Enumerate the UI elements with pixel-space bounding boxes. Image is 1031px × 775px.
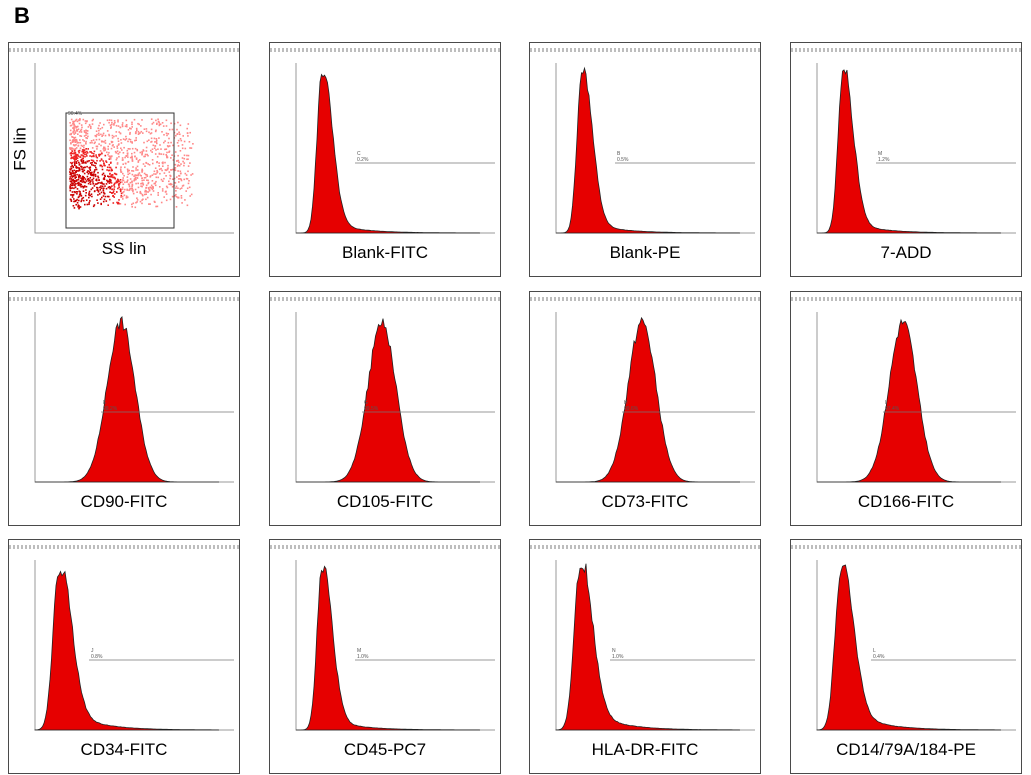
histogram-fill (816, 564, 1002, 731)
gate-marker: C (357, 151, 361, 157)
histogram-fill (817, 318, 1001, 483)
plot-area: 90.4% (34, 63, 234, 234)
gate-percent: 99.2% (103, 406, 118, 412)
histogram-fill (556, 66, 741, 234)
gate-marker: L (873, 648, 876, 654)
scatter-panel: 90.4% SS lin FS lin (8, 42, 240, 277)
histogram-panel: L 0.4% CD14/79A/184-PE (790, 539, 1022, 774)
histogram-label: Blank-PE (609, 243, 681, 262)
scatter-points (69, 118, 194, 210)
gate-percent: 1.0% (612, 654, 624, 660)
ylabel: FS lin (10, 127, 30, 171)
plot-area: J0.8% (34, 560, 234, 731)
histogram-label: HLA-DR-FITC (591, 740, 699, 759)
plot-area: E99.2% (34, 312, 234, 483)
plot-area: G99.5% (295, 312, 495, 483)
panel-header-text (9, 545, 239, 549)
gate-percent: 99.6% (624, 406, 639, 412)
scatter-axes (34, 63, 234, 234)
histogram-fill (296, 318, 480, 483)
panel-header-text (9, 48, 239, 52)
panel-header-text (530, 297, 760, 301)
plot-area: H99.6% (555, 312, 755, 483)
histogram-fill (296, 73, 481, 234)
histogram-panel: M 1.0% CD45-PC7 (269, 539, 501, 774)
panel-header-text (791, 48, 1021, 52)
histogram-panel: J 0.8% CD34-FITC (8, 539, 240, 774)
histogram-panel: C 0.2% Blank-FITC (269, 42, 501, 277)
gate-percent: 97.4% (885, 406, 900, 412)
gate-marker: B (617, 151, 621, 157)
gate-percent: 1.0% (357, 654, 369, 660)
histogram-label: CD14/79A/184-PE (836, 740, 976, 759)
histogram-panel: M 1.2% 7-ADD (790, 42, 1022, 277)
histogram-fill (296, 565, 481, 731)
histogram-label: 7-ADD (880, 243, 932, 262)
gate-rectangle (65, 112, 175, 229)
gate-percent: 99.5% (364, 406, 379, 412)
gate-percent: 1.2% (878, 157, 890, 163)
panel-letter: B (14, 3, 30, 28)
gate-percent: 0.2% (357, 157, 369, 163)
histogram-label: CD166-FITC (857, 492, 955, 511)
histogram-panel: N 1.0% HLA-DR-FITC (529, 539, 761, 774)
panel-header-text (791, 297, 1021, 301)
histogram-fill (555, 563, 741, 731)
panel-header-text (791, 545, 1021, 549)
plot-area: N1.0% (555, 560, 755, 731)
histogram-panel: I 97.4% CD166-FITC (790, 291, 1022, 526)
panel-header-text (530, 545, 760, 549)
plot-area: L0.4% (816, 560, 1016, 731)
plot-area: C0.2% (295, 63, 495, 234)
histogram-fill (35, 315, 219, 483)
gate-marker: G (364, 400, 368, 406)
gate-marker: N (612, 648, 616, 654)
histogram-fill (556, 316, 740, 483)
panel-header-text (530, 48, 760, 52)
gate-percent: 90.4% (68, 111, 83, 117)
histogram-label: CD73-FITC (601, 492, 689, 511)
histogram-panel: G 99.5% CD105-FITC (269, 291, 501, 526)
gate-percent: 0.8% (91, 654, 103, 660)
histogram-panel: B 0.5% Blank-PE (529, 42, 761, 277)
gate-marker: J (91, 648, 94, 654)
gate-marker: M (357, 648, 361, 654)
panel-header-text (270, 48, 500, 52)
histogram-label: CD45-PC7 (343, 740, 427, 759)
histogram-fill (34, 570, 220, 731)
gate-marker: E (103, 400, 107, 406)
plot-area: I97.4% (816, 312, 1016, 483)
histogram-fill (817, 69, 1002, 234)
plot-area: M1.2% (816, 63, 1016, 234)
histogram-label: CD34-FITC (80, 740, 168, 759)
gate-marker: I (885, 400, 886, 406)
histogram-label: CD90-FITC (80, 492, 168, 511)
gate-percent: 0.5% (617, 157, 629, 163)
plot-area: M1.0% (295, 560, 495, 731)
plot-area: B0.5% (555, 63, 755, 234)
histogram-panel: E 99.2% CD90-FITC (8, 291, 240, 526)
panel-header-text (270, 545, 500, 549)
histogram-label: CD105-FITC (336, 492, 434, 511)
histogram-panel: H 99.6% CD73-FITC (529, 291, 761, 526)
panel-header-text (270, 297, 500, 301)
gate-marker: M (878, 151, 882, 157)
histogram-label: Blank-FITC (342, 243, 428, 262)
xlabel: SS lin (101, 239, 147, 258)
panel-header-text (9, 297, 239, 301)
gate-percent: 0.4% (873, 654, 885, 660)
gate-marker: H (624, 400, 628, 406)
